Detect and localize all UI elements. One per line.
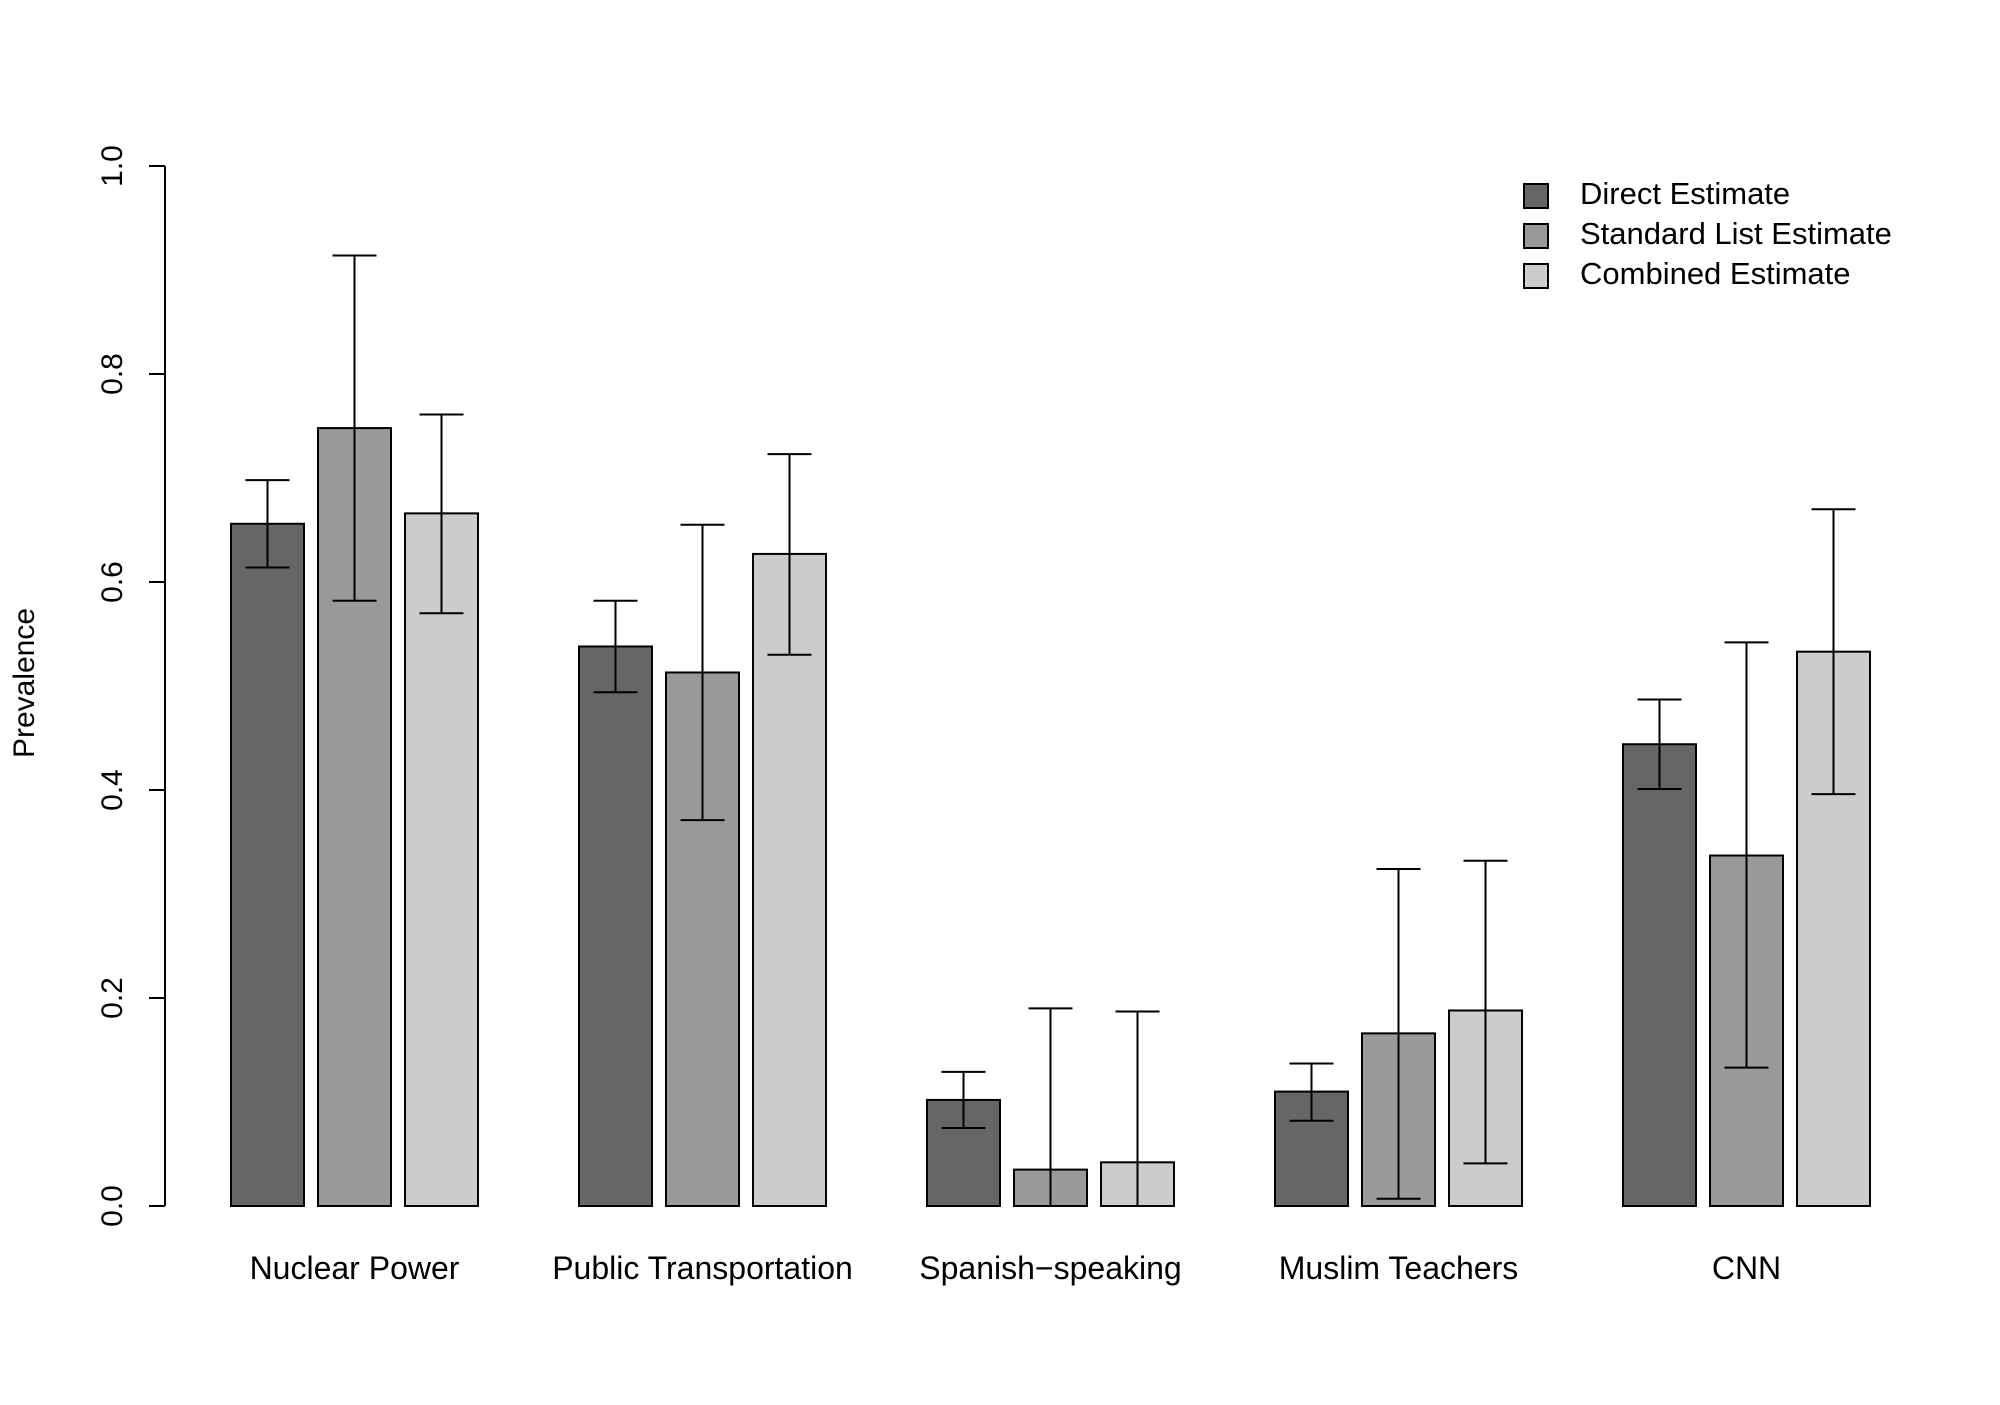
- category-label: CNN: [1712, 1250, 1781, 1286]
- bar: [752, 552, 827, 1207]
- category-label: Public Transportation: [552, 1250, 853, 1286]
- y-tick-label: 1.0: [96, 145, 129, 187]
- category-label: Nuclear Power: [250, 1250, 460, 1286]
- bar: [926, 1098, 1001, 1208]
- bar: [1622, 743, 1697, 1207]
- y-tick-label: 0.8: [96, 353, 129, 395]
- y-tick-label: 0.6: [96, 561, 129, 603]
- bar: [404, 512, 479, 1207]
- legend-label: Standard List Estimate: [1580, 216, 1892, 251]
- bar: [578, 645, 653, 1207]
- legend-swatch: [1523, 183, 1549, 209]
- legend: Direct Estimate Standard List Estimate Com…: [1523, 176, 1892, 291]
- category-labels: Nuclear Power Public Transportation Spanis…: [250, 1250, 1782, 1286]
- y-axis: 0.0 0.2 0.4 0.6 0.8 1.0: [96, 145, 166, 1227]
- error-bars-group: [245, 254, 1856, 1207]
- legend-swatch: [1523, 263, 1549, 289]
- y-tick-label: 0.2: [96, 977, 129, 1019]
- category-label: Spanish−speaking: [919, 1250, 1181, 1286]
- legend-label: Combined Estimate: [1580, 256, 1851, 291]
- bar: [230, 522, 305, 1207]
- legend-label: Direct Estimate: [1580, 176, 1790, 211]
- category-label: Muslim Teachers: [1279, 1250, 1518, 1286]
- legend-swatch: [1523, 223, 1549, 249]
- y-axis-label: Prevalence: [8, 608, 41, 758]
- y-tick-label: 0.0: [96, 1185, 129, 1227]
- y-tick-label: 0.4: [96, 769, 129, 811]
